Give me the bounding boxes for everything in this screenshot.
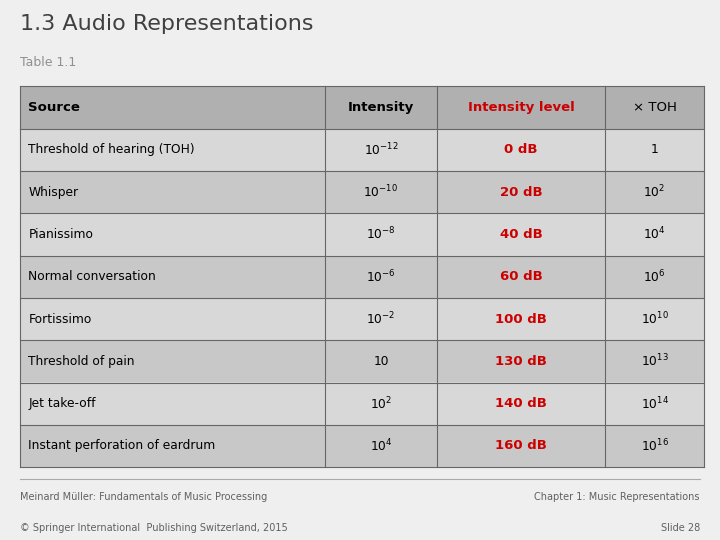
Text: Source: Source bbox=[28, 101, 80, 114]
Text: $10^{4}$: $10^{4}$ bbox=[643, 226, 666, 243]
Bar bbox=[20, 86, 704, 129]
Text: $10^{14}$: $10^{14}$ bbox=[641, 395, 669, 412]
Text: $10^{13}$: $10^{13}$ bbox=[641, 353, 668, 370]
Text: $10^{-12}$: $10^{-12}$ bbox=[364, 141, 398, 158]
Text: $10^{-10}$: $10^{-10}$ bbox=[364, 184, 399, 200]
Text: × TOH: × TOH bbox=[633, 101, 677, 114]
Bar bbox=[20, 298, 704, 340]
Bar bbox=[20, 340, 704, 382]
Text: 100 dB: 100 dB bbox=[495, 313, 547, 326]
Text: 10: 10 bbox=[373, 355, 389, 368]
Text: 60 dB: 60 dB bbox=[500, 270, 543, 284]
Bar bbox=[20, 382, 704, 425]
Text: Intensity: Intensity bbox=[348, 101, 414, 114]
Text: 130 dB: 130 dB bbox=[495, 355, 547, 368]
Text: 140 dB: 140 dB bbox=[495, 397, 547, 410]
Text: $10^{16}$: $10^{16}$ bbox=[641, 437, 669, 454]
Bar bbox=[20, 255, 704, 298]
Bar bbox=[20, 425, 704, 467]
Text: $10^{6}$: $10^{6}$ bbox=[643, 268, 666, 285]
Text: $10^{4}$: $10^{4}$ bbox=[369, 437, 392, 454]
Text: Jet take-off: Jet take-off bbox=[28, 397, 96, 410]
Text: 40 dB: 40 dB bbox=[500, 228, 543, 241]
Bar bbox=[20, 171, 704, 213]
Text: 20 dB: 20 dB bbox=[500, 186, 542, 199]
Text: 1: 1 bbox=[651, 143, 659, 157]
Text: Threshold of pain: Threshold of pain bbox=[28, 355, 135, 368]
Text: Threshold of hearing (TOH): Threshold of hearing (TOH) bbox=[28, 143, 195, 157]
Text: $10^{2}$: $10^{2}$ bbox=[644, 184, 666, 200]
Text: Pianissimo: Pianissimo bbox=[28, 228, 94, 241]
Text: © Springer International  Publishing Switzerland, 2015: © Springer International Publishing Swit… bbox=[20, 523, 288, 533]
Text: $10^{-8}$: $10^{-8}$ bbox=[366, 226, 396, 243]
Text: Instant perforation of eardrum: Instant perforation of eardrum bbox=[28, 440, 215, 453]
Text: Intensity level: Intensity level bbox=[468, 101, 575, 114]
Bar bbox=[20, 129, 704, 171]
Text: $10^{10}$: $10^{10}$ bbox=[641, 310, 669, 327]
Text: Chapter 1: Music Representations: Chapter 1: Music Representations bbox=[534, 491, 700, 502]
Text: $10^{-2}$: $10^{-2}$ bbox=[366, 310, 396, 327]
Text: Meinard Müller: Fundamentals of Music Processing: Meinard Müller: Fundamentals of Music Pr… bbox=[20, 491, 267, 502]
Text: 160 dB: 160 dB bbox=[495, 440, 547, 453]
Text: $10^{-6}$: $10^{-6}$ bbox=[366, 268, 396, 285]
Text: Slide 28: Slide 28 bbox=[660, 523, 700, 533]
Text: Fortissimo: Fortissimo bbox=[28, 313, 91, 326]
Text: 0 dB: 0 dB bbox=[505, 143, 538, 157]
Text: Normal conversation: Normal conversation bbox=[28, 270, 156, 284]
Text: Whisper: Whisper bbox=[28, 186, 78, 199]
Bar bbox=[20, 213, 704, 255]
Text: 1.3 Audio Representations: 1.3 Audio Representations bbox=[20, 14, 314, 34]
Text: Table 1.1: Table 1.1 bbox=[20, 56, 76, 69]
Text: $10^{2}$: $10^{2}$ bbox=[370, 395, 392, 412]
